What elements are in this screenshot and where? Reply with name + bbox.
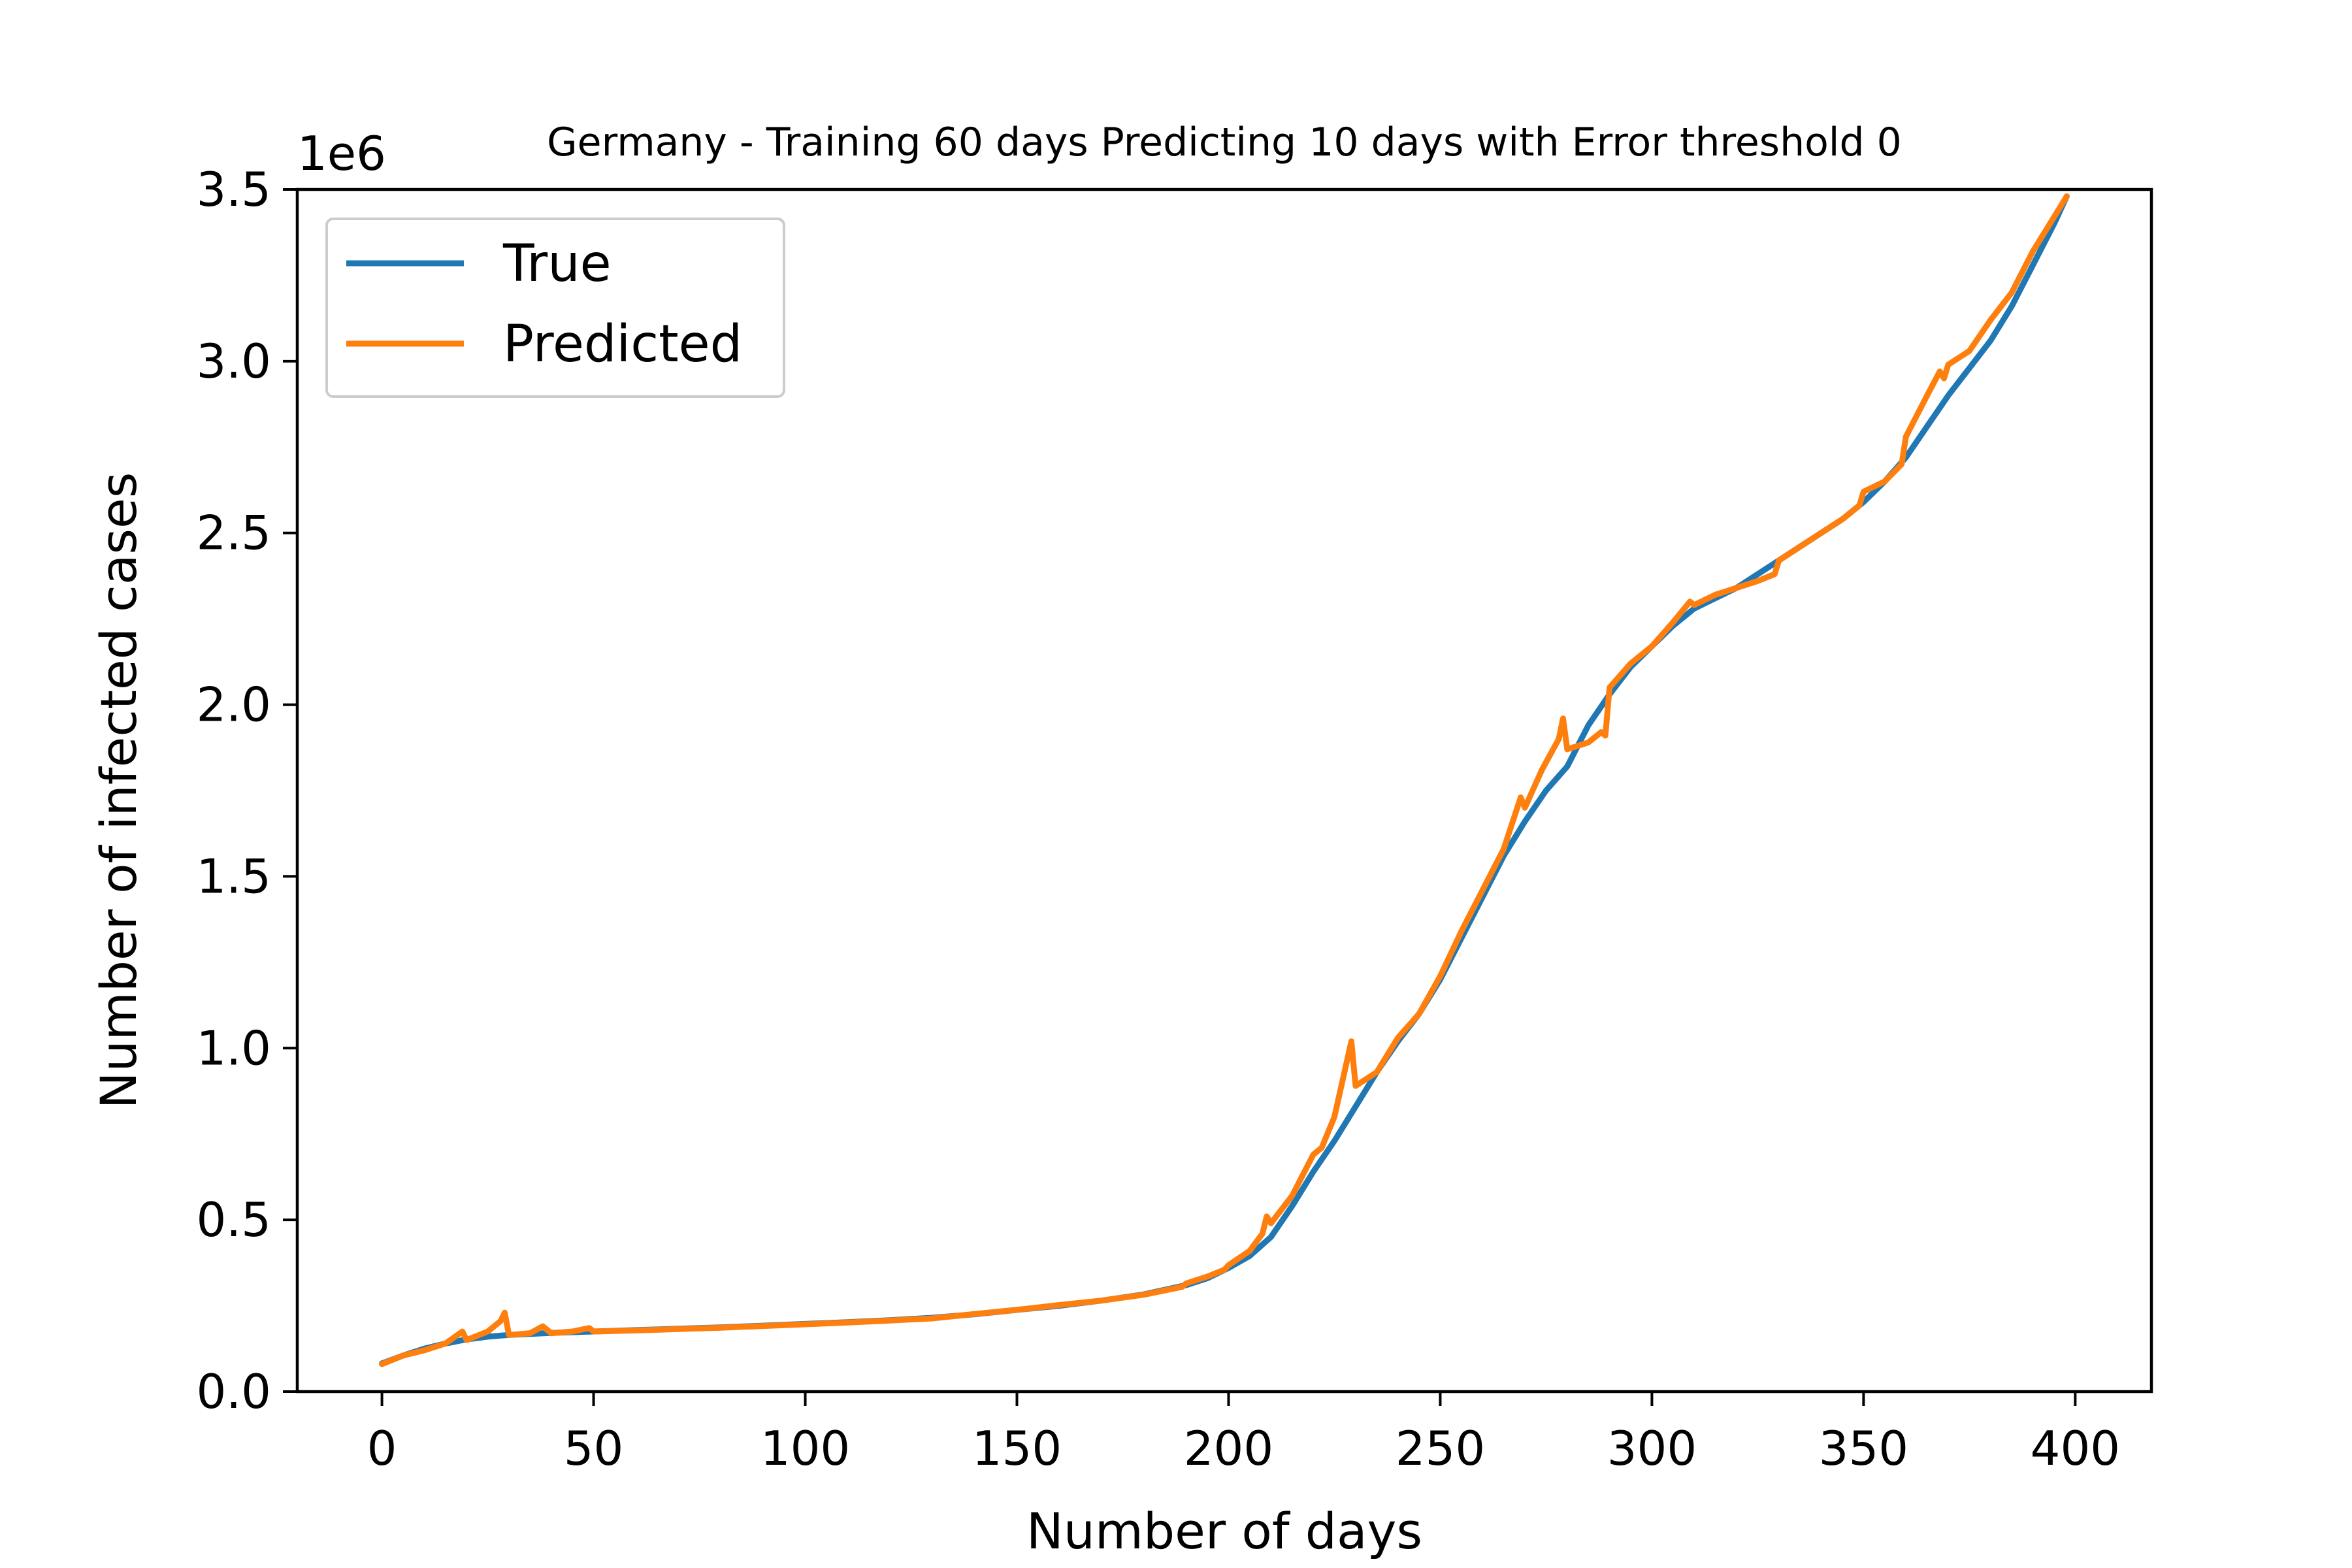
x-tick-label: 100 <box>760 1421 850 1476</box>
plot-frame <box>295 188 2153 1394</box>
legend: True Predicted <box>325 218 785 398</box>
chart-title: Germany - Training 60 days Predicting 10… <box>547 120 1902 165</box>
x-axis-label: Number of days <box>1026 1502 1422 1560</box>
legend-label-true: True <box>502 235 612 293</box>
legend-label-predicted: Predicted <box>503 315 742 374</box>
y-tick-label: 3.5 <box>196 162 271 217</box>
x-tick-label: 200 <box>1184 1421 1273 1476</box>
y-tick-label: 0.5 <box>196 1192 271 1247</box>
x-tick-label: 300 <box>1607 1421 1697 1476</box>
x-tick-label: 0 <box>367 1421 397 1476</box>
y-tick-label: 1.5 <box>196 849 271 904</box>
x-tick-label: 250 <box>1396 1421 1485 1476</box>
x-axis-ticks: 0 50 100 150 200 250 300 350 400 <box>367 1392 2120 1476</box>
y-tick-label: 3.0 <box>196 334 271 389</box>
y-tick-label: 2.5 <box>196 506 271 561</box>
y-axis-offset-label: 1e6 <box>297 126 386 181</box>
series-line-predicted <box>379 193 2070 1367</box>
x-tick-label: 50 <box>564 1421 624 1476</box>
x-tick-label: 350 <box>1819 1421 1908 1476</box>
series-layer <box>379 193 2070 1367</box>
y-axis-label: Number of infected cases <box>90 472 148 1109</box>
x-tick-label: 150 <box>972 1421 1062 1476</box>
y-tick-label: 2.0 <box>196 678 271 732</box>
y-tick-label: 0.0 <box>196 1364 271 1419</box>
x-tick-label: 400 <box>2031 1421 2120 1476</box>
y-axis-ticks: 0.0 0.5 1.0 1.5 2.0 2.5 3.0 3.5 <box>196 162 297 1419</box>
y-tick-label: 1.0 <box>196 1021 271 1075</box>
